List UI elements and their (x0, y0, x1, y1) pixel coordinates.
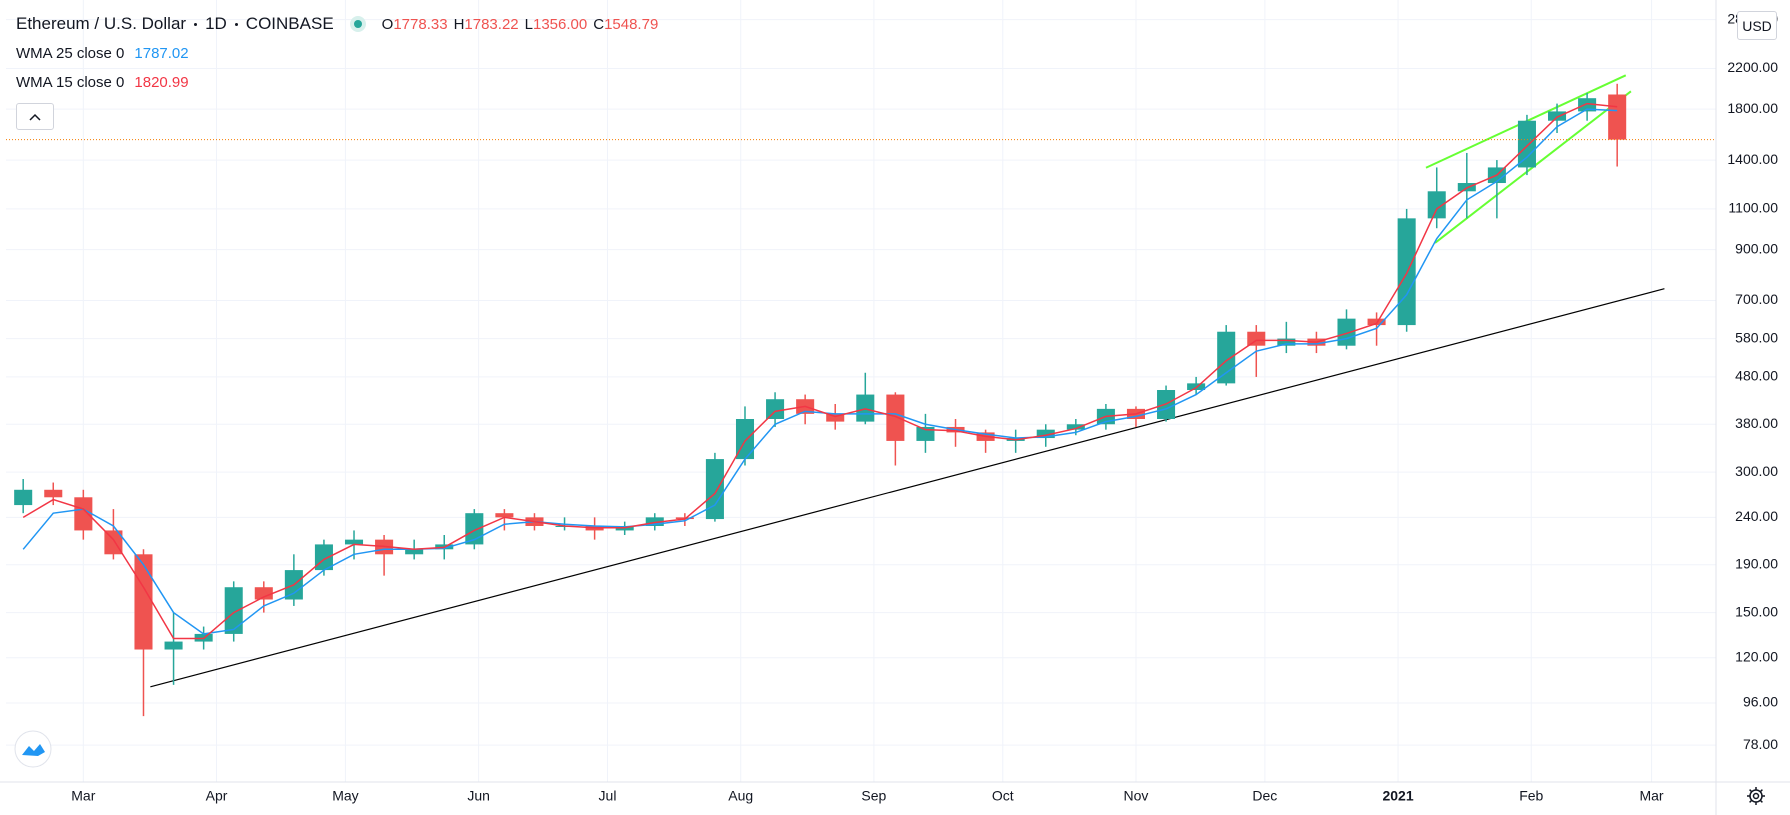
settings-icon[interactable] (1747, 787, 1765, 805)
collapse-button[interactable] (16, 103, 54, 130)
y-tick-label: 1800.00 (1727, 100, 1778, 116)
y-tick-label: 78.00 (1743, 736, 1778, 752)
y-tick-label: 900.00 (1735, 240, 1778, 256)
ohlc-value: 1783.22 (464, 15, 519, 33)
x-tick-label: Oct (992, 788, 1014, 804)
ohlc-key: L (524, 15, 533, 33)
candle-body (164, 641, 183, 650)
legend-entry: WMA 25 close 0 1787.02 (16, 45, 189, 62)
y-tick-label: 190.00 (1735, 555, 1778, 571)
candle-body (344, 539, 364, 545)
candle-body (1548, 111, 1567, 121)
candle-body (886, 394, 905, 441)
candle-body (405, 549, 424, 555)
candle-body (766, 399, 785, 419)
gear-teeth[interactable] (1747, 787, 1765, 805)
candle-body (1337, 318, 1356, 346)
x-tick-label: Jul (599, 788, 617, 804)
ohlc-value: 1548.79 (604, 15, 659, 33)
x-tick-label: Jun (467, 788, 490, 804)
candle-body (1517, 120, 1536, 168)
candle-body (1036, 429, 1055, 439)
ohlc-key: C (593, 15, 605, 33)
x-tick-label: Apr (206, 788, 228, 804)
legend-entry: WMA 15 close 0 1820.99 (16, 74, 189, 91)
x-tick-label: May (332, 788, 358, 804)
chevron[interactable] (29, 113, 41, 121)
wma-line (22, 102, 1618, 640)
y-tick-label: 2200.00 (1727, 59, 1778, 75)
candle-body (1066, 424, 1085, 430)
header: Ethereum / U.S. Dollar 1D COINBASE O 1778… (16, 14, 664, 34)
gear-ring[interactable] (1749, 789, 1763, 803)
candle-body (1608, 94, 1627, 140)
candle-body (254, 587, 273, 600)
x-tick-label: 2021 (1382, 788, 1413, 804)
exchange: COINBASE (245, 14, 334, 33)
symbol: Ethereum / U.S. Dollar (16, 14, 187, 33)
ohlc: O 1778.33 H 1783.22 L 1356.00 C 1548.79 (382, 16, 665, 33)
currency-button[interactable]: USD (1737, 11, 1777, 40)
candle-body (134, 554, 153, 650)
candle-body (44, 489, 63, 498)
x-tick-label: Nov (1124, 788, 1149, 804)
legend-value: 1820.99 (134, 74, 189, 91)
candle-body (1217, 331, 1236, 384)
candle-body (856, 394, 875, 422)
trend-line (150, 288, 1665, 688)
legend-value: 1787.02 (134, 45, 189, 62)
logo[interactable] (14, 730, 52, 768)
y-tick-label: 580.00 (1735, 329, 1778, 345)
separator (194, 22, 198, 26)
x-tick-label: Dec (1252, 788, 1277, 804)
candle-body (1187, 383, 1206, 391)
candle-body (1427, 191, 1446, 219)
separator (234, 22, 238, 26)
x-tick-label: Sep (861, 788, 886, 804)
y-tick-label: 96.00 (1743, 694, 1778, 710)
y-tick-label: 300.00 (1735, 463, 1778, 479)
x-tick-label: Feb (1519, 788, 1543, 804)
y-tick-label: 1400.00 (1727, 151, 1778, 167)
market-status[interactable] (349, 16, 366, 32)
candle-body (1247, 331, 1266, 346)
candle-body (495, 513, 514, 518)
candle-body (1367, 318, 1386, 326)
x-tick-label: Mar (1639, 788, 1663, 804)
x-tick-label: Aug (728, 788, 753, 804)
interval: 1D (205, 14, 227, 33)
legend-name: WMA 15 close 0 (16, 74, 125, 91)
y-tick-label: 240.00 (1735, 508, 1778, 524)
candle-body (1578, 98, 1597, 112)
ohlc-value: 1356.00 (532, 15, 588, 33)
ohlc-key: H (453, 15, 465, 33)
y-tick-label: 1100.00 (1728, 200, 1778, 216)
candle-body (705, 459, 724, 520)
y-tick-label: 120.00 (1735, 648, 1778, 664)
candle-body (74, 497, 93, 531)
y-tick-label: 700.00 (1735, 291, 1778, 307)
candle-body (104, 530, 123, 555)
gear-hub[interactable] (1752, 792, 1760, 800)
logo-circle[interactable] (14, 730, 52, 768)
candle-body (14, 489, 33, 506)
x-tick-label: Mar (71, 788, 95, 804)
logo-shape[interactable] (22, 744, 45, 756)
ohlc-key: O (381, 15, 394, 33)
legend-name: WMA 25 close 0 (16, 45, 125, 62)
ohlc-value: 1778.33 (393, 15, 448, 33)
wma-line (22, 108, 1618, 635)
candle-body (224, 587, 243, 634)
candle-body (645, 517, 664, 526)
y-tick-label: 150.00 (1735, 603, 1778, 619)
candle-body (826, 413, 845, 422)
candle-body (1277, 338, 1296, 346)
y-tick-label: 480.00 (1735, 368, 1778, 384)
y-tick-label: 380.00 (1735, 415, 1778, 431)
